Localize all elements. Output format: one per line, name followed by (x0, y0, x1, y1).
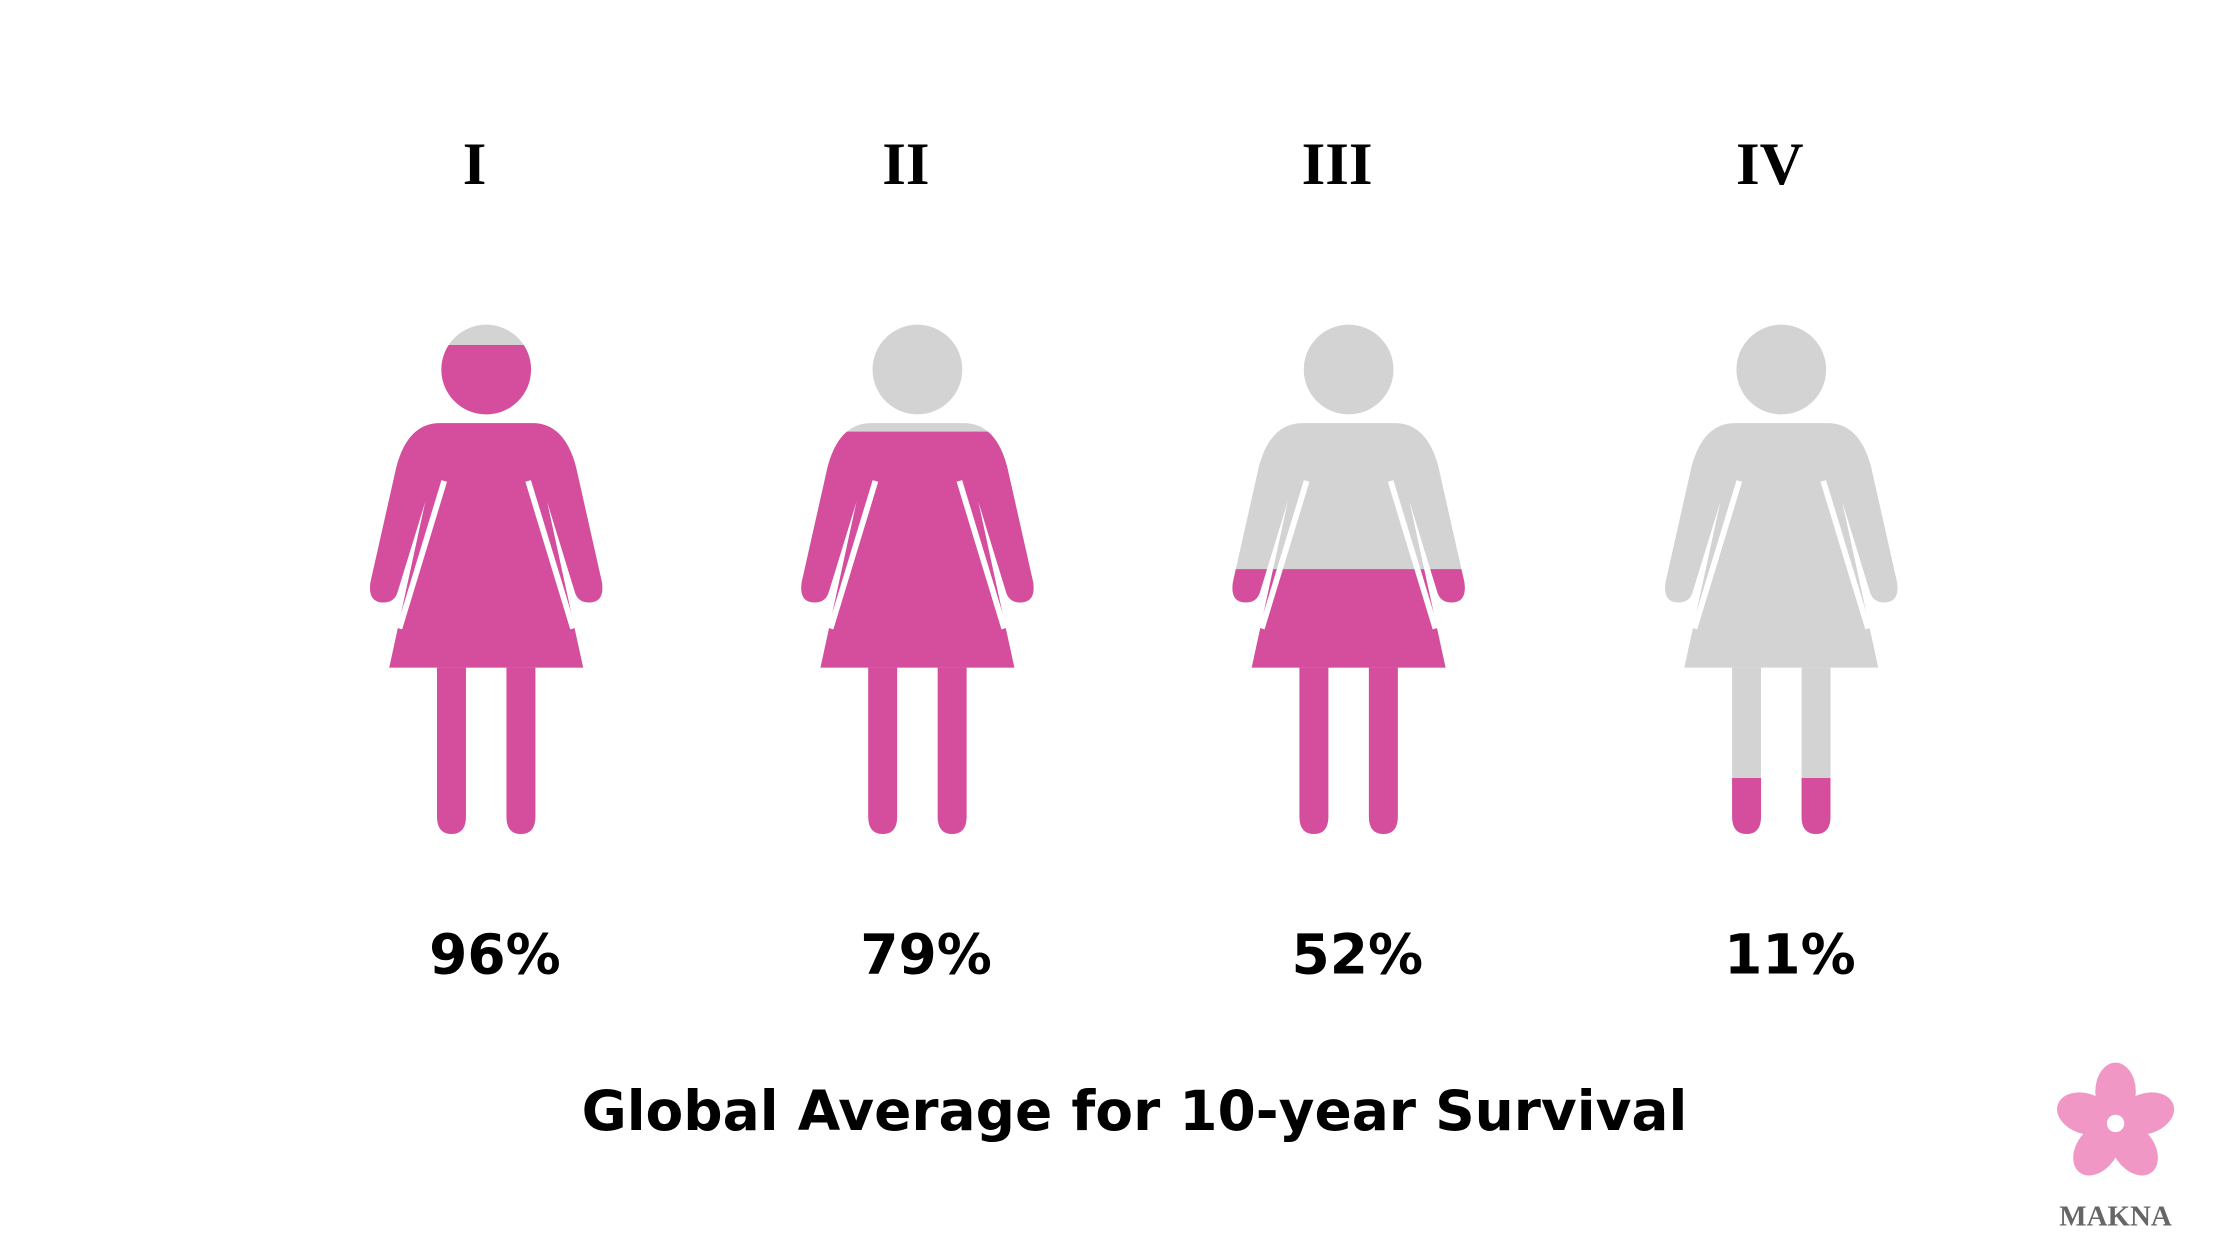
logo-text: MAKNA (2059, 1201, 2172, 1233)
arm-gap (1259, 480, 1310, 630)
arm-gap (525, 480, 576, 630)
arm-gap (1820, 480, 1871, 630)
figure-fill (1232, 569, 1465, 835)
arm-gap (827, 480, 879, 630)
value-label: 11% (1724, 923, 1856, 987)
category-label: II (882, 131, 929, 198)
arm-gap (956, 480, 1008, 630)
value-label: 52% (1292, 923, 1424, 987)
category-label: IV (1736, 131, 1804, 198)
category-label: III (1302, 131, 1373, 198)
value-label: 96% (429, 923, 561, 987)
category-label: I (463, 131, 487, 198)
figure (1665, 324, 1898, 835)
arm-gap (1387, 480, 1439, 630)
figure-fill (801, 431, 1034, 835)
figure (801, 324, 1034, 835)
arm-gap (396, 480, 448, 630)
figure (369, 324, 603, 835)
arm-gap (1691, 480, 1743, 630)
figure-fill (1732, 778, 1831, 835)
figure (1232, 324, 1465, 835)
value-label: 79% (860, 923, 992, 987)
logo: MAKNA (2057, 1062, 2175, 1233)
figure-fill (369, 345, 603, 835)
chart-title: Global Average for 10-year Survival (582, 1079, 1688, 1143)
